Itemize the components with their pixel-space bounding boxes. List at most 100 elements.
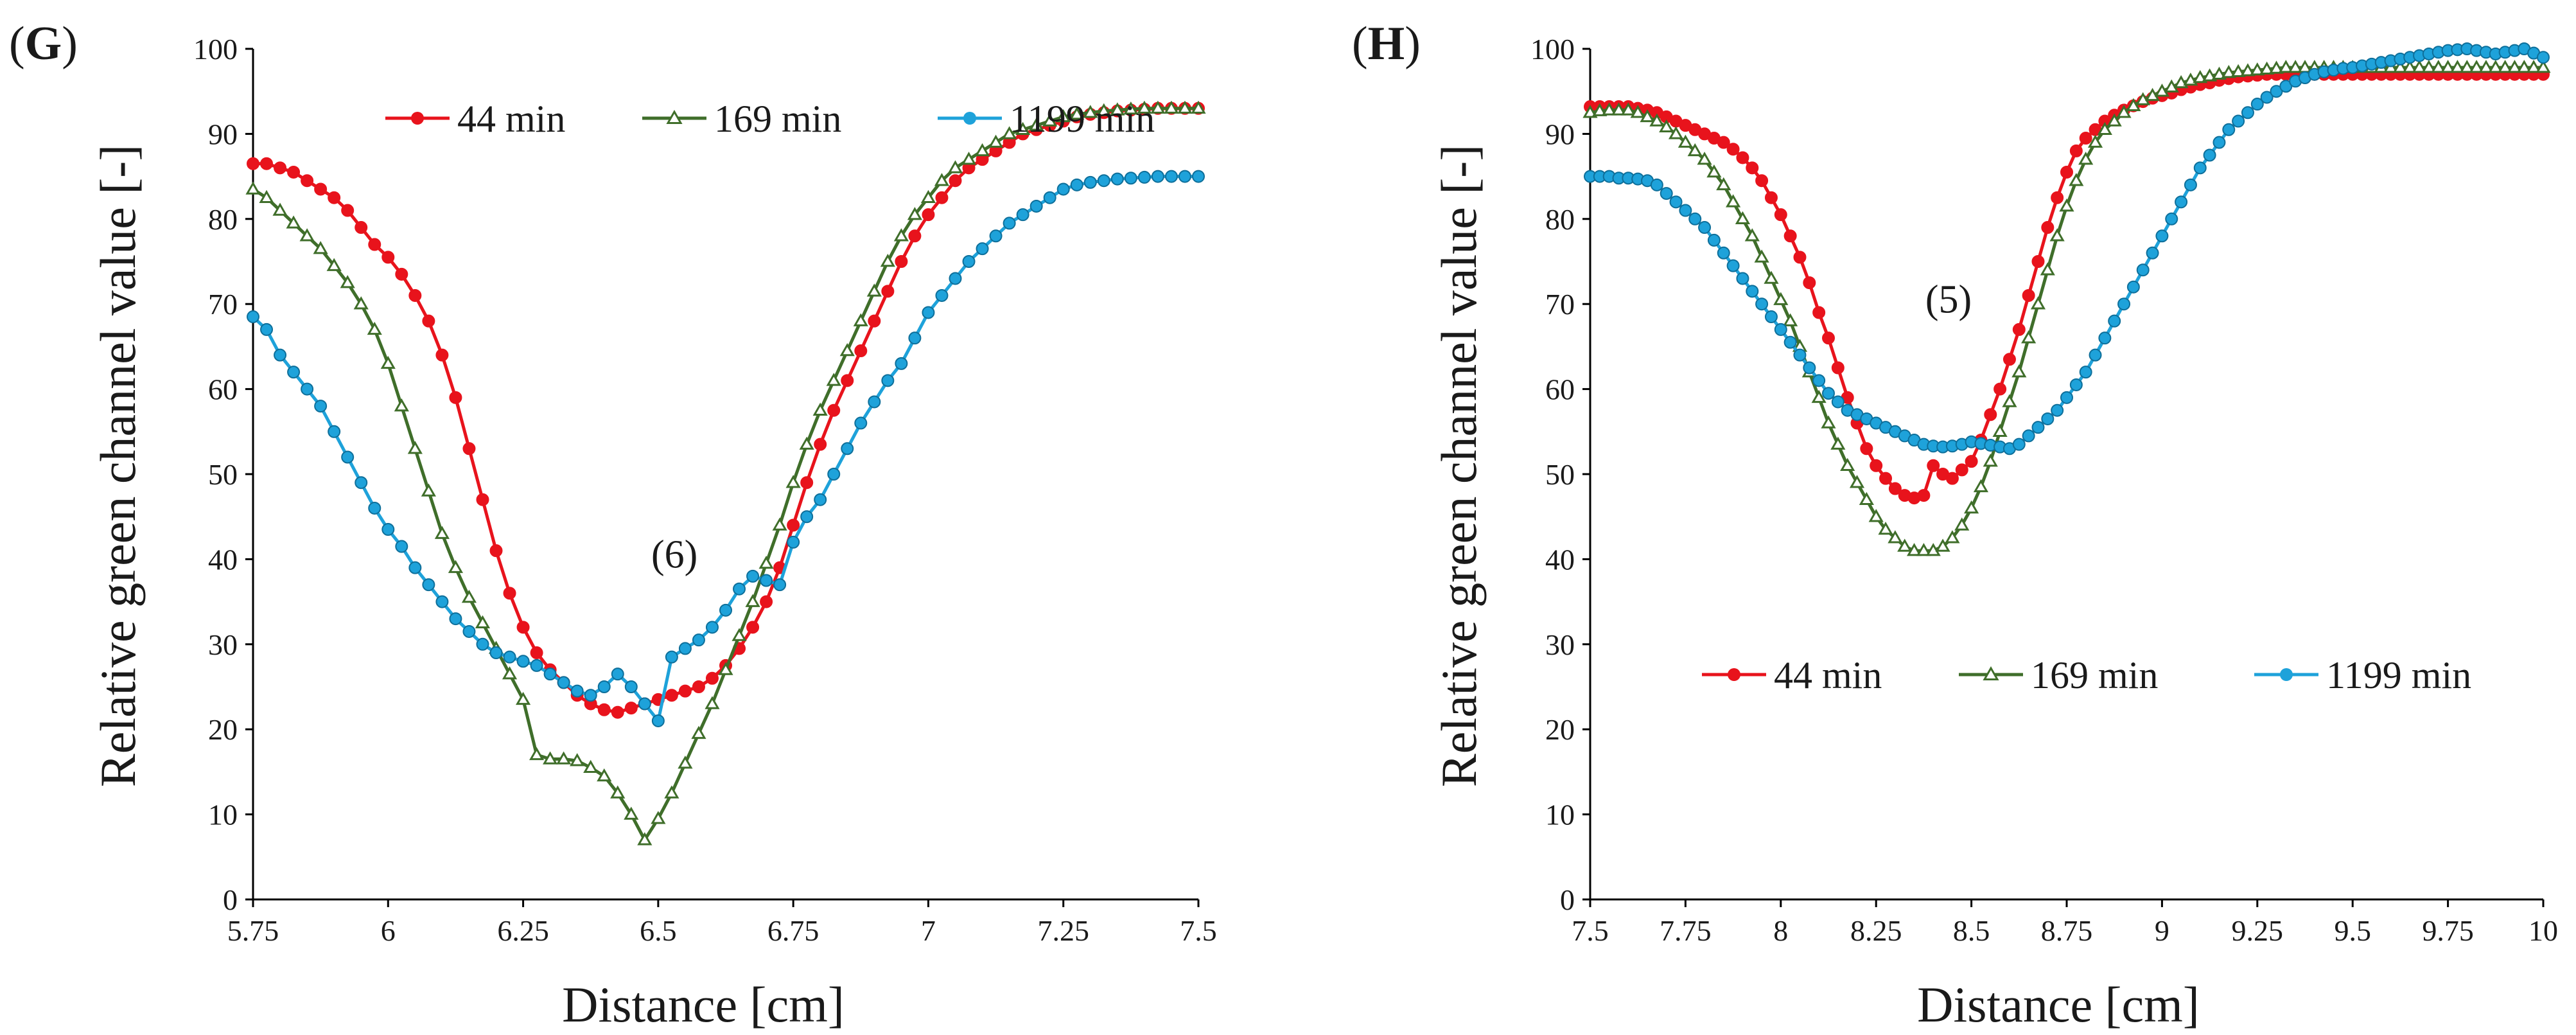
panel-h-y-axis-title-wrap: Relative green channel value [-] <box>1431 145 1487 787</box>
panel-g-x-tick-label: 6.25 <box>497 914 549 947</box>
panel-h-data-point <box>2211 66 2227 80</box>
panel-h-y-tick-label: 60 <box>1545 373 1575 406</box>
panel-h-data-point <box>1650 178 1663 191</box>
panel-h-data-point <box>1620 102 1636 116</box>
panel-g-series-line-2 <box>252 175 1198 723</box>
panel-g-data-point <box>355 476 368 490</box>
panel-g-data-point <box>692 680 705 693</box>
panel-h-data-point <box>1660 187 1673 200</box>
panel-g-data-point <box>624 680 638 693</box>
panel-g-data-point <box>610 785 626 799</box>
panel-g-data-point <box>543 751 558 765</box>
panel-g-data-point <box>922 306 935 319</box>
panel-h-annotation: (5) <box>1925 278 1972 321</box>
panel-g-data-point <box>868 314 881 328</box>
panel-h-data-point <box>2060 165 2073 179</box>
panel-h-data-point <box>1668 126 1684 139</box>
panel-g-data-point <box>259 190 274 203</box>
panel-g-data-point <box>814 438 827 451</box>
panel-g-data-point <box>719 603 732 617</box>
panel-h-x-tick-label: 8.5 <box>1953 914 1990 947</box>
panel-h-data-point <box>2240 63 2256 76</box>
panel-h-data-point <box>1746 285 1759 298</box>
panel-h-data-point <box>2449 60 2466 73</box>
panel-g-data-point <box>1043 191 1056 204</box>
panel-g-data-point <box>826 373 841 386</box>
panel-g-data-point <box>785 475 801 488</box>
panel-h-data-point <box>1736 151 1749 164</box>
panel-h-data-point <box>1955 463 1968 477</box>
panel-h-data-point <box>1812 306 1826 319</box>
panel-g-data-point <box>597 768 612 782</box>
panel-h-data-point <box>2507 60 2523 73</box>
panel-h-data-point <box>1707 233 1721 247</box>
panel-g-data-point <box>1164 170 1178 183</box>
panel-g-label: (G) <box>9 17 78 70</box>
panel-g-data-point <box>395 267 408 281</box>
panel-g-y-axis-title-wrap: Relative green channel value [-] <box>90 145 146 787</box>
panel-h-data-point <box>1993 382 2007 396</box>
panel-h-data-point <box>1773 292 1789 305</box>
panel-g-data-point <box>422 578 435 592</box>
panel-h-data-point <box>2097 121 2112 136</box>
panel-h-data-point <box>1822 332 1835 345</box>
panel-h-data-point <box>1783 335 1797 349</box>
panel-h-data-point <box>1582 105 1598 118</box>
panel-g-data-point <box>718 662 733 675</box>
panel-g-data-point <box>665 650 678 664</box>
panel-g-data-point <box>421 483 436 497</box>
panel-g-data-point <box>597 680 611 693</box>
panel-g-data-point <box>462 442 476 456</box>
panel-h-data-point <box>2069 173 2084 186</box>
panel-g-data-point <box>787 518 800 532</box>
panel-g-data-point <box>1097 174 1110 188</box>
panel-g-data-point <box>597 703 611 716</box>
panel-g-data-point <box>758 555 774 569</box>
legend-marker <box>666 109 683 124</box>
panel-h-data-point <box>1717 136 1730 149</box>
panel-g-y-ticks: 0 10 20 30 40 50 60 70 80 90 100 <box>193 33 253 916</box>
panel-g-data-point <box>530 659 543 672</box>
panel-h-data-point <box>1954 517 1970 531</box>
panel-h-data-point <box>2431 60 2446 73</box>
panel-h-data-point <box>1964 500 1979 514</box>
panel-g-data-point <box>286 215 301 229</box>
panel-g-data-point <box>961 152 977 165</box>
panel-g-data-point <box>611 668 624 681</box>
panel-h-data-point <box>2440 60 2456 73</box>
panel-g-y-tick-label: 50 <box>208 458 238 491</box>
panel-h-data-point <box>2116 105 2132 118</box>
panel-h-data-point <box>1925 543 1941 556</box>
panel-h-data-point <box>1831 395 1844 409</box>
panel-h-data-point <box>2268 60 2284 74</box>
panel-g-data-point <box>907 207 922 220</box>
panel-g-data-point <box>812 402 828 416</box>
panel-g-y-tick-label: 40 <box>208 543 238 576</box>
panel-h-data-point <box>2126 280 2140 294</box>
panel-g-data-point <box>529 747 545 761</box>
panel-h-data-point <box>2516 60 2532 73</box>
panel-g-data-point <box>799 436 814 450</box>
panel-g-data-point <box>895 255 908 268</box>
panel-h-data-point <box>2202 68 2218 82</box>
panel-h-series-line-1 <box>1590 66 2543 553</box>
panel-h-x-ticks: 7.5 7.75 8 8.25 8.5 8.75 9 9.25 9.5 9.75 10 <box>1572 899 2558 947</box>
legend-label: 44 min <box>457 98 565 140</box>
panel-h-y-tick-label: 70 <box>1545 288 1575 321</box>
panel-h-data-point <box>1935 538 1950 552</box>
panel-g-data-point <box>1056 182 1070 196</box>
panel-g-data-point <box>989 229 1003 243</box>
panel-h-data-point <box>2250 62 2265 76</box>
panel-h-series-line-0 <box>1590 73 2543 500</box>
panel-h-data-point <box>2232 114 2245 128</box>
panel-g-data-point <box>1123 101 1139 115</box>
panel-g-data-point <box>1177 100 1193 114</box>
panel-g-data-point <box>247 157 259 170</box>
panel-h-data-point <box>1706 164 1722 178</box>
panel-h-data-point <box>1859 491 1874 505</box>
panel-g-data-point <box>355 221 368 234</box>
panel-h-x-tick-label: 9.75 <box>2422 914 2474 947</box>
panel-g-data-point <box>381 251 395 264</box>
panel-g-data-point <box>692 633 705 647</box>
panel-g-data-point <box>1015 121 1031 136</box>
